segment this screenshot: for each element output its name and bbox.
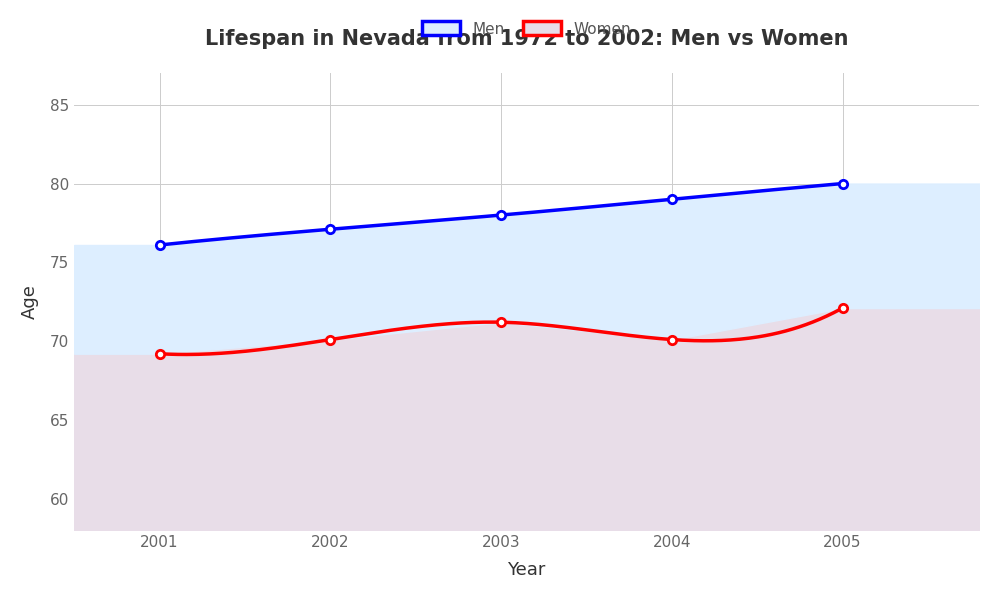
Title: Lifespan in Nevada from 1972 to 2002: Men vs Women: Lifespan in Nevada from 1972 to 2002: Me…	[205, 29, 848, 49]
Y-axis label: Age: Age	[21, 284, 39, 319]
Legend: Men, Women: Men, Women	[422, 22, 631, 37]
X-axis label: Year: Year	[507, 561, 546, 579]
